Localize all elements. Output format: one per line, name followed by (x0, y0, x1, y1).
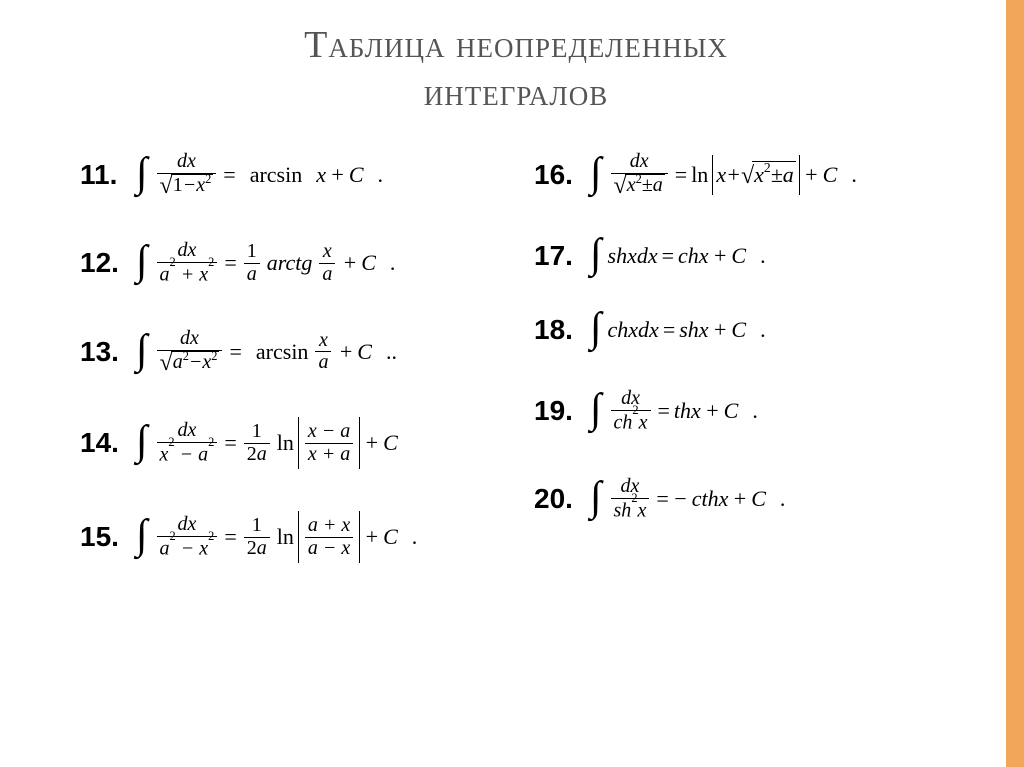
columns: 11. ∫ dx√1 − x2 =arcsinx + C. 12. ∫ dxa2… (80, 151, 952, 563)
formula-18: 18. ∫ chxdx = shx + C. (534, 314, 952, 346)
formula-expr: ∫ dx√a2 − x2 =arcsin xa + C.. (136, 328, 397, 375)
title-line1: Таблица неопределенных (304, 24, 728, 66)
left-column: 11. ∫ dx√1 − x2 =arcsinx + C. 12. ∫ dxa2… (80, 151, 498, 563)
formula-expr: ∫ dxa2 − x2 = 12a ln a + xa − x + C. (136, 511, 417, 563)
slide: Таблица неопределенных интегралов 11. ∫ … (0, 0, 1024, 767)
formula-number: 14. (80, 427, 124, 459)
formula-number: 12. (80, 247, 124, 279)
formula-14: 14. ∫ dxx2 − a2 = 12a ln x − ax + a + C (80, 417, 498, 469)
accent-strip (1006, 0, 1024, 767)
formula-expr: ∫ dx√x2 ± a =ln x + √x2 ± a + C. (590, 151, 857, 198)
formula-16: 16. ∫ dx√x2 ± a =ln x + √x2 ± a + C. (534, 151, 952, 198)
formula-expr: ∫ dxsh2x = −cthx + C. (590, 476, 785, 522)
formula-19: 19. ∫ dxch2x = thx + C. (534, 388, 952, 434)
formula-expr: ∫ shxdx = chx + C. (590, 243, 766, 269)
formula-expr: ∫ dx√1 − x2 =arcsinx + C. (136, 151, 383, 198)
formula-11: 11. ∫ dx√1 − x2 =arcsinx + C. (80, 151, 498, 198)
formula-number: 18. (534, 314, 578, 346)
formula-13: 13. ∫ dx√a2 − x2 =arcsin xa + C.. (80, 328, 498, 375)
formula-12: 12. ∫ dxa2 + x2 = 1a arctg xa + C. (80, 240, 498, 286)
page-title: Таблица неопределенных интегралов (80, 22, 952, 117)
formula-number: 20. (534, 483, 578, 515)
formula-15: 15. ∫ dxa2 − x2 = 12a ln a + xa − x + C. (80, 511, 498, 563)
title-line2: интегралов (424, 72, 608, 114)
formula-expr: ∫ dxx2 − a2 = 12a ln x − ax + a + C (136, 417, 398, 469)
formula-number: 15. (80, 521, 124, 553)
right-column: 16. ∫ dx√x2 ± a =ln x + √x2 ± a + C. 17.… (534, 151, 952, 563)
formula-expr: ∫ chxdx = shx + C. (590, 317, 766, 343)
formula-number: 16. (534, 159, 578, 191)
formula-20: 20. ∫ dxsh2x = −cthx + C. (534, 476, 952, 522)
formula-number: 19. (534, 395, 578, 427)
formula-17: 17. ∫ shxdx = chx + C. (534, 240, 952, 272)
formula-number: 11. (80, 159, 124, 191)
formula-expr: ∫ dxch2x = thx + C. (590, 388, 758, 434)
formula-expr: ∫ dxa2 + x2 = 1a arctg xa + C. (136, 240, 395, 286)
formula-number: 17. (534, 240, 578, 272)
formula-number: 13. (80, 336, 124, 368)
